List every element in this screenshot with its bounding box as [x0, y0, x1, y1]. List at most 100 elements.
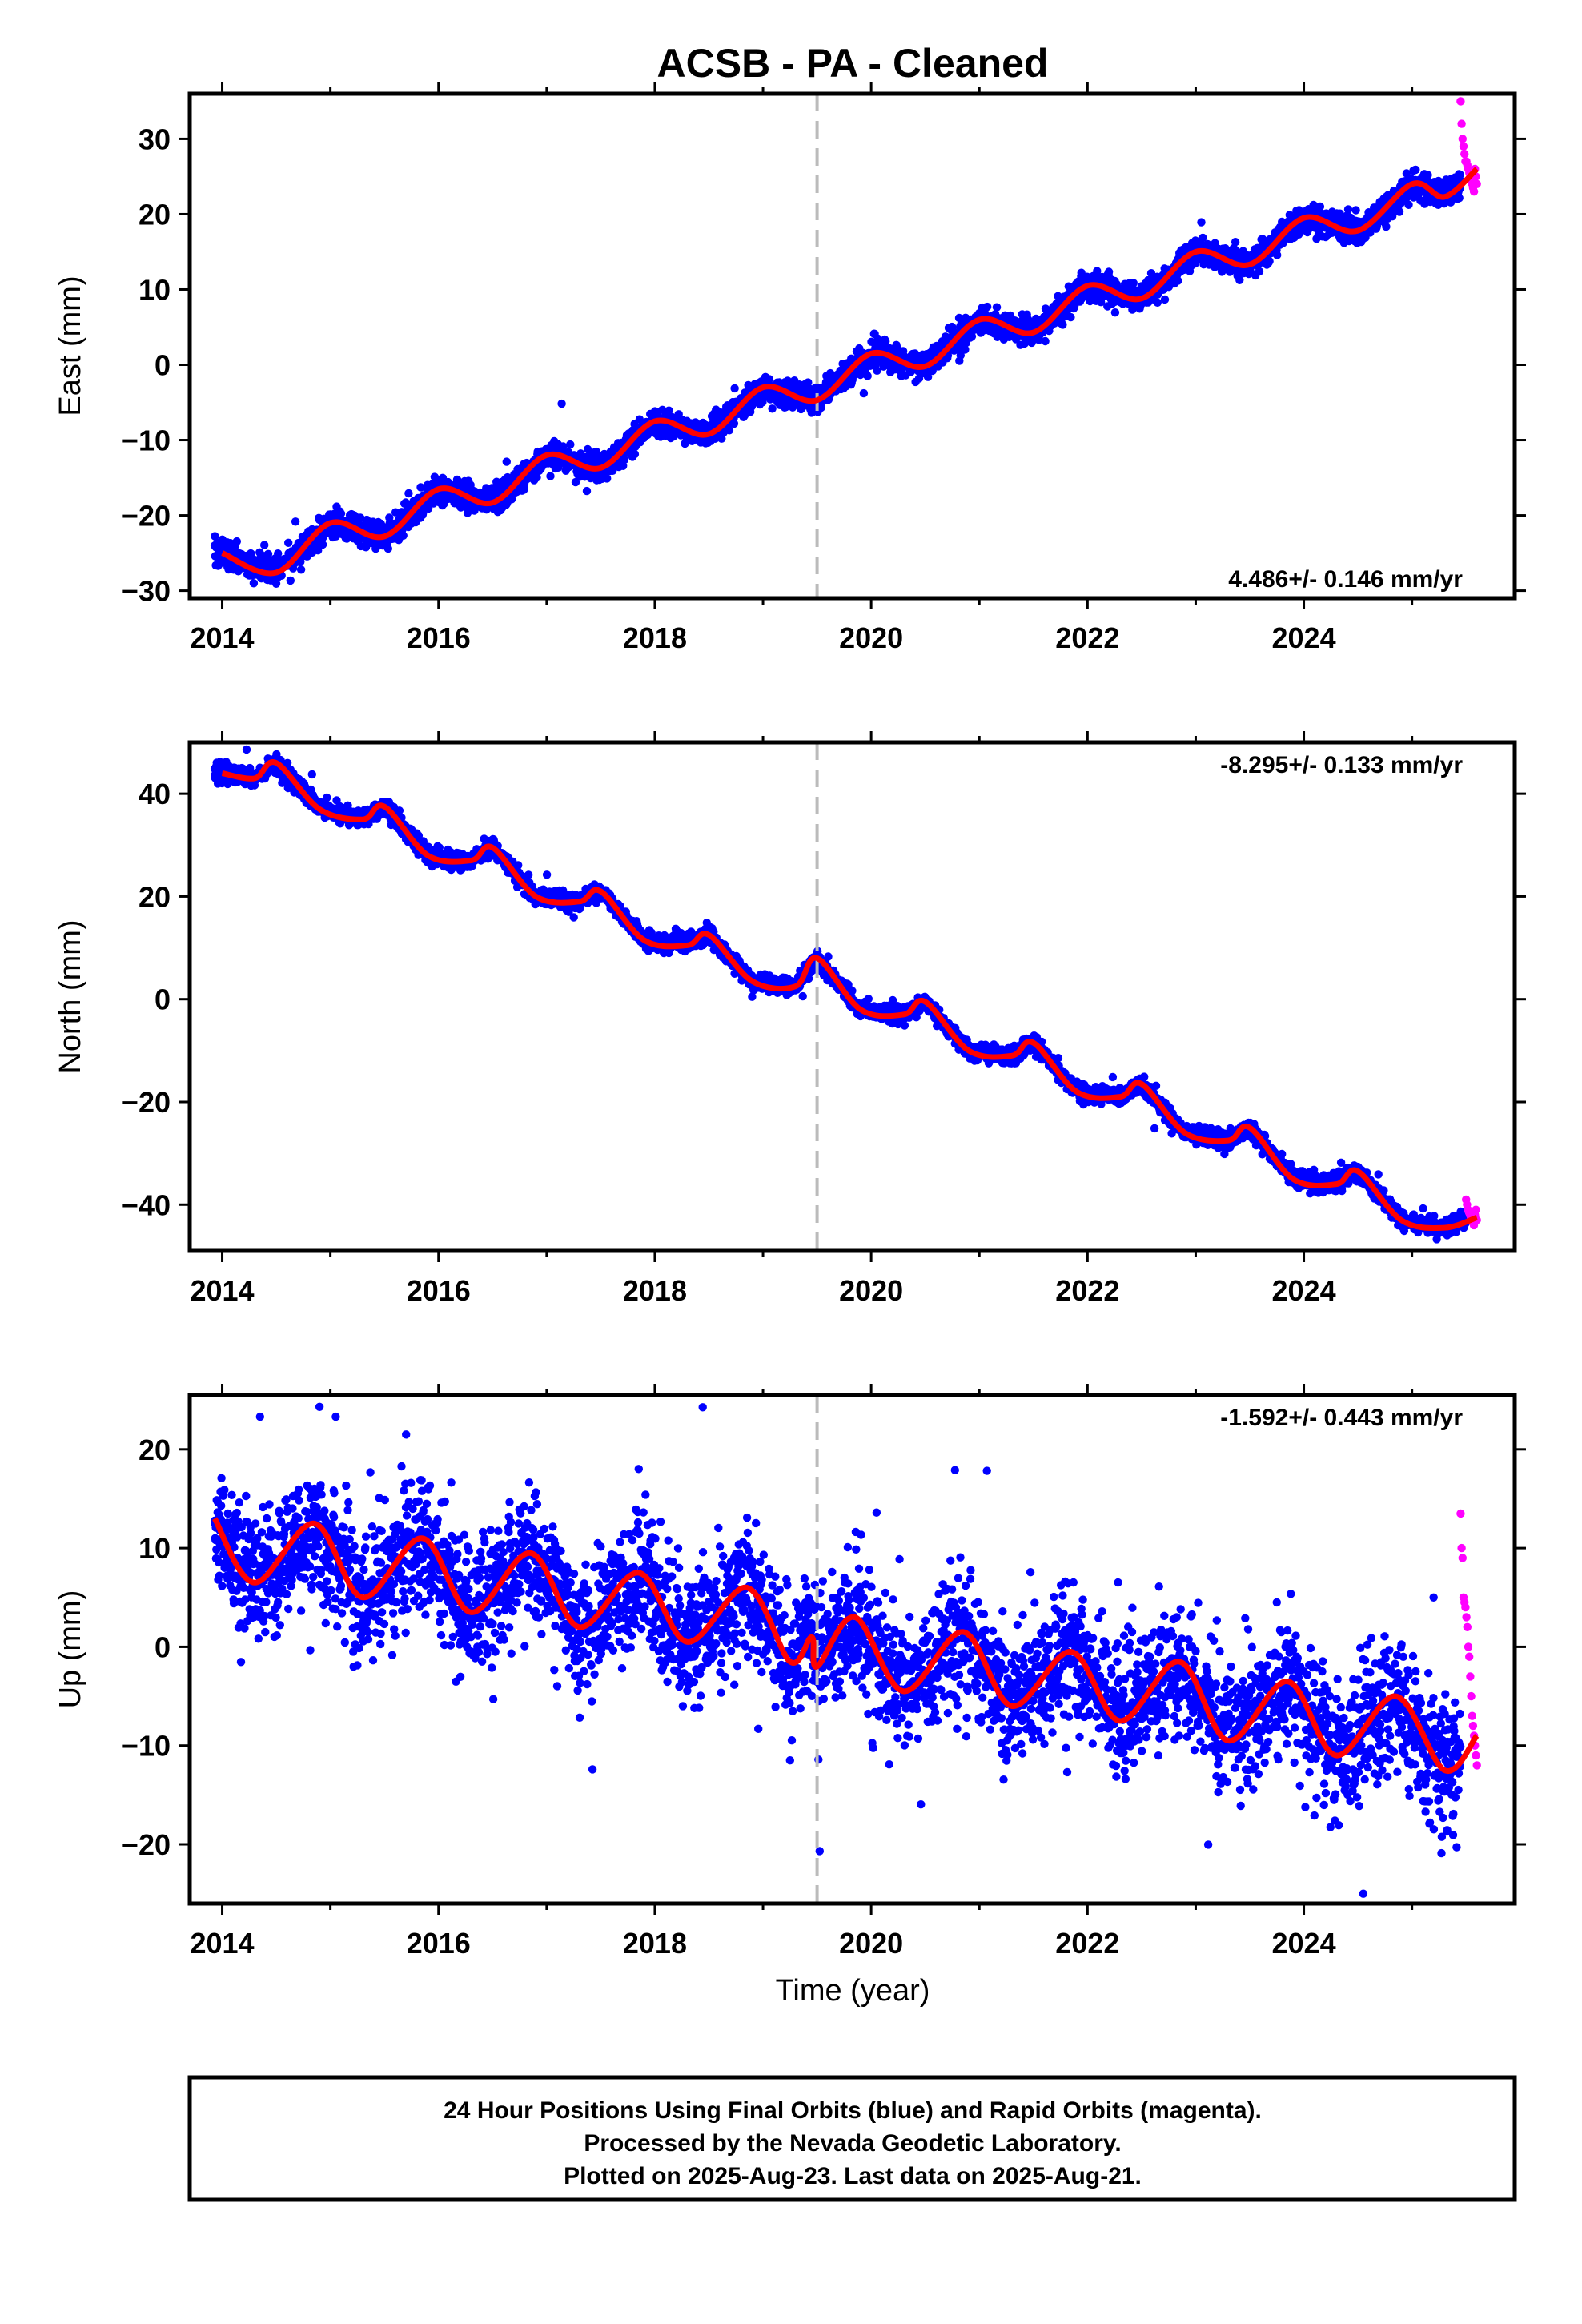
east-rapid-point: [1458, 135, 1468, 143]
east-rapid-point: [1469, 187, 1479, 196]
east-final-point: [211, 532, 219, 541]
east-x-tick-label: 2024: [1272, 621, 1336, 654]
east-final-point: [286, 576, 295, 585]
east-x-tick-label: 2018: [623, 621, 687, 654]
east-final-point: [355, 513, 365, 522]
east-final-point: [1382, 222, 1391, 231]
east-final-point: [1455, 194, 1464, 203]
east-final-point: [1395, 207, 1404, 216]
east-y-tick-label: 10: [139, 273, 171, 306]
east-final-point: [1160, 295, 1170, 304]
east-final-point: [1231, 238, 1240, 247]
north-final-point: [395, 806, 404, 815]
east-y-tick-label: 20: [139, 198, 171, 231]
east-final-point: [452, 475, 462, 485]
east-rapid-point: [1457, 119, 1466, 128]
east-final-point: [867, 337, 876, 346]
east-final-point: [274, 549, 283, 558]
east-rapid-point: [1456, 97, 1465, 106]
east-final-point: [1129, 279, 1138, 287]
east-y-label: East (mm): [54, 275, 87, 416]
east-final-point: [383, 544, 392, 553]
east-final-point: [232, 537, 241, 546]
east-final-point: [967, 332, 977, 341]
east-final-point: [1058, 320, 1067, 329]
east-final-point: [318, 540, 327, 549]
east-final-point: [1066, 312, 1075, 322]
east-final-point: [859, 388, 869, 398]
east-final-point: [1255, 267, 1264, 276]
east-final-point: [1411, 165, 1420, 175]
east-final-point: [630, 449, 640, 459]
east-final-point: [603, 474, 612, 483]
north-final-point: [242, 745, 251, 754]
east-rapid-point: [1459, 142, 1468, 151]
east-x-tick-label: 2020: [839, 621, 903, 654]
east-final-point: [729, 419, 739, 428]
east-final-point: [296, 565, 306, 574]
east-y-tick-label: 0: [155, 349, 171, 382]
east-final-point: [665, 406, 673, 415]
east-y-tick-label: −20: [122, 500, 171, 533]
east-final-point: [768, 404, 777, 413]
east-final-point: [1174, 276, 1182, 285]
east-final-point: [559, 442, 568, 451]
east-final-point: [1343, 205, 1353, 214]
east-final-point: [620, 455, 629, 464]
east-final-point: [260, 541, 269, 549]
north-final-point: [307, 770, 316, 779]
east-final-point: [249, 579, 259, 588]
east-final-point: [399, 531, 408, 540]
east-final-point: [1231, 246, 1241, 255]
east-final-point: [502, 457, 511, 466]
east-final-point: [566, 440, 575, 449]
east-final-point: [992, 303, 1002, 312]
east-final-point: [532, 473, 541, 482]
east-final-point: [1273, 251, 1282, 259]
east-final-point: [546, 472, 555, 480]
east-y-tick-label: −10: [122, 424, 171, 457]
east-final-point: [1265, 257, 1274, 266]
east-final-point: [1423, 171, 1432, 179]
east-final-point: [725, 426, 734, 435]
east-rapid-point: [1472, 179, 1481, 188]
east-final-point: [291, 517, 300, 526]
east-final-point: [284, 538, 293, 547]
east-final-point: [1153, 298, 1162, 307]
east-x-tick-label: 2014: [190, 621, 254, 654]
east-x-tick-label: 2016: [407, 621, 471, 654]
east-final-point: [873, 366, 881, 375]
east-final-point: [1041, 336, 1050, 346]
east-final-point: [418, 509, 428, 518]
north-final-point: [323, 793, 331, 802]
east-final-point: [1235, 275, 1244, 284]
east-final-point: [863, 372, 872, 380]
east-final-point: [571, 477, 580, 487]
east-final-point: [1199, 233, 1207, 243]
east-final-point: [1197, 218, 1206, 227]
east-final-point: [881, 337, 890, 346]
east-rapid-point: [1460, 150, 1469, 159]
east-final-point: [804, 378, 813, 387]
east-final-point: [765, 375, 774, 384]
east-final-point: [1351, 206, 1360, 215]
east-rate-label: 4.486+/- 0.146 mm/yr: [1228, 566, 1463, 593]
east-final-point: [923, 372, 933, 381]
east-x-tick-label: 2022: [1055, 621, 1119, 654]
east-final-point: [982, 302, 992, 312]
east-final-point: [296, 557, 305, 566]
east-final-point: [1093, 267, 1102, 275]
east-final-point: [557, 399, 566, 408]
chart-title: ACSB - PA - Cleaned: [657, 41, 1049, 86]
east-final-point: [730, 384, 739, 393]
east-final-point: [336, 509, 346, 518]
east-final-point: [1104, 267, 1114, 276]
east-final-point: [1110, 308, 1120, 317]
east-panel: −30 −20 −10 0 10 20 30 2014 2016 2018 2020 2022 202…: [54, 82, 1526, 654]
east-y-tick-label: 30: [139, 123, 171, 155]
east-final-point: [582, 486, 592, 496]
east-final-point: [961, 345, 970, 354]
east-final-point: [404, 489, 413, 498]
east-y-tick-label: −30: [122, 575, 171, 608]
